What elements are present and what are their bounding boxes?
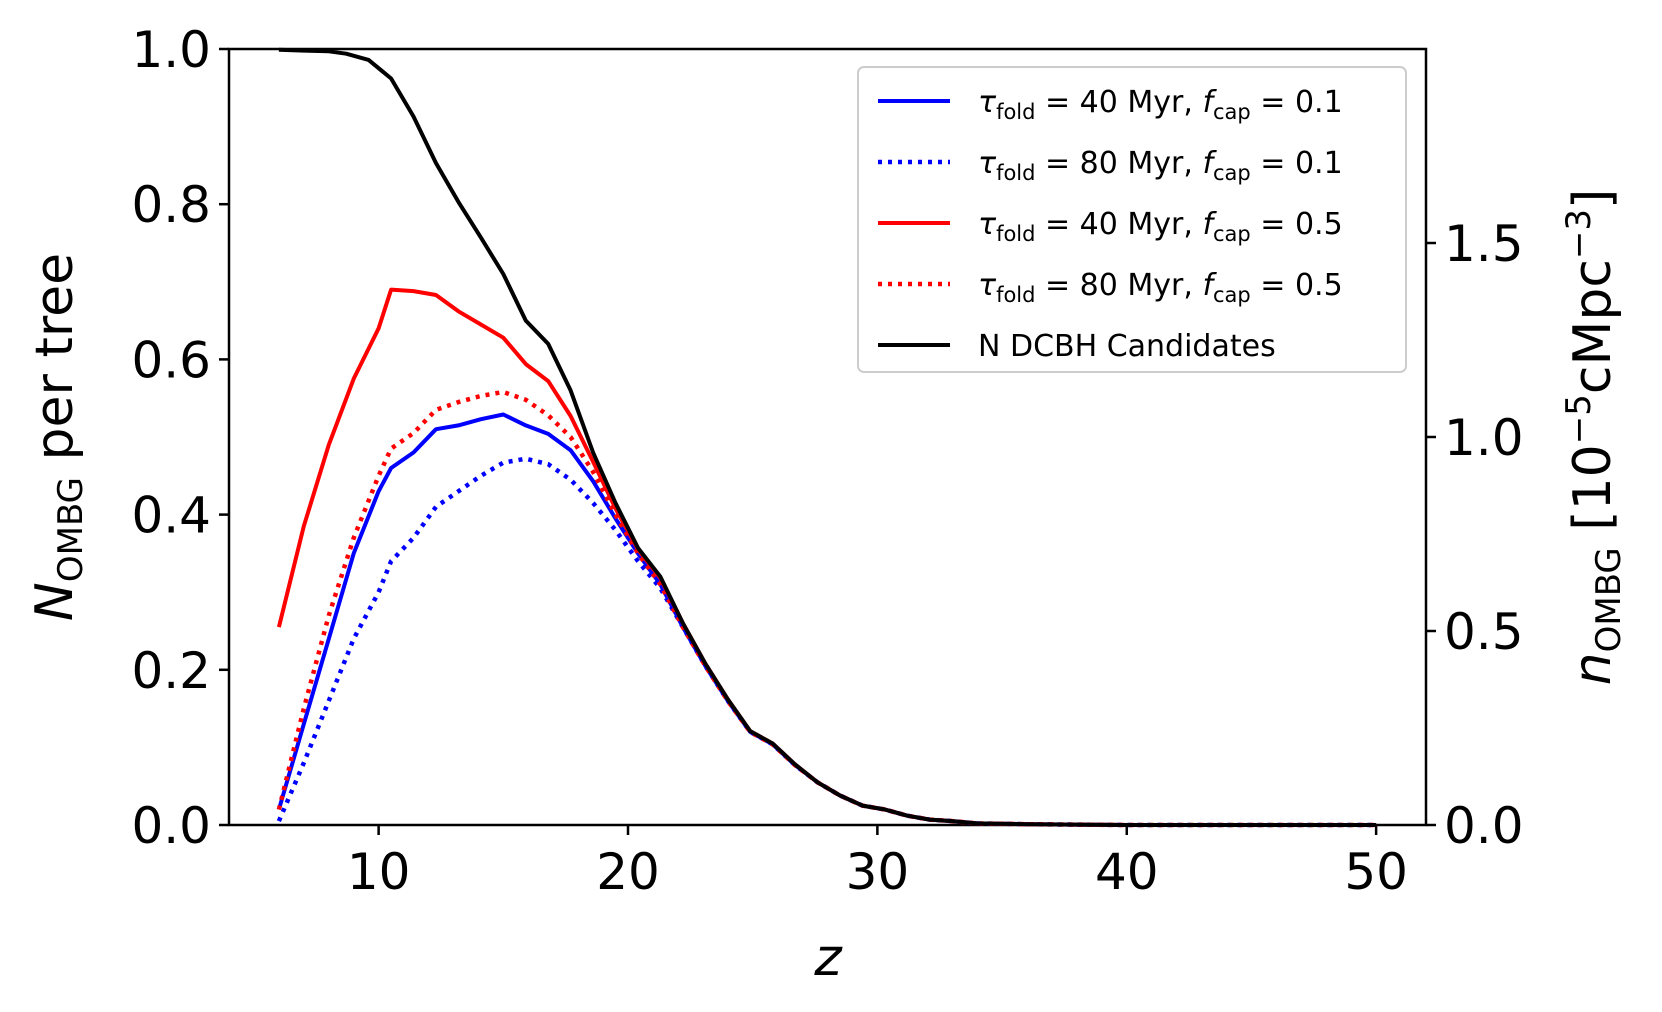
legend-label-1: τfold = 40 Myr, fcap = 0.1 [978, 85, 1343, 124]
x-tick-label: 50 [1344, 843, 1408, 901]
legend-label-5: N DCBH Candidates [978, 329, 1276, 364]
y-tick-label: 1.0 [131, 21, 211, 79]
series-layer [276, 47, 1377, 828]
y-axis-label: NOMBG per tree [25, 253, 91, 621]
x-tick-label: 30 [846, 843, 910, 901]
y-axis-left: 0.0 0.2 0.4 0.6 0.8 1.0 [131, 21, 229, 855]
legend-label-3: τfold = 40 Myr, fcap = 0.5 [978, 207, 1343, 246]
y2-axis-label: nOMBG [10−5cMpc−3] [1559, 189, 1629, 686]
x-axis-label: z [813, 928, 843, 988]
y-tick-label: 0.0 [131, 797, 211, 855]
x-tick-label: 10 [347, 843, 411, 901]
y-tick-label: 0.4 [131, 487, 211, 545]
legend: τfold = 40 Myr, fcap = 0.1 τfold = 80 Myr… [857, 66, 1407, 373]
series-line-4 [276, 389, 1377, 828]
y2-tick-label: 1.5 [1444, 215, 1524, 273]
x-axis: 10 20 30 40 50 [347, 825, 1408, 901]
x-tick-label: 40 [1095, 843, 1159, 901]
series-line-2 [276, 456, 1377, 828]
series-line-1 [276, 412, 1377, 827]
legend-label-2: τfold = 80 Myr, fcap = 0.1 [978, 146, 1343, 185]
y-axis-right: 0.0 0.5 1.0 1.5 [1426, 215, 1524, 855]
y2-tick-label: 0.5 [1444, 603, 1524, 661]
y-tick-label: 0.2 [131, 642, 211, 700]
legend-label-4: τfold = 80 Myr, fcap = 0.5 [978, 268, 1343, 307]
legend-box [857, 66, 1407, 373]
y2-tick-label: 1.0 [1444, 409, 1524, 467]
y-tick-label: 0.6 [131, 331, 211, 389]
y2-tick-label: 0.0 [1444, 797, 1524, 855]
series-line-5 [278, 47, 1377, 827]
x-tick-label: 20 [596, 843, 660, 901]
y-tick-label: 0.8 [131, 176, 211, 234]
